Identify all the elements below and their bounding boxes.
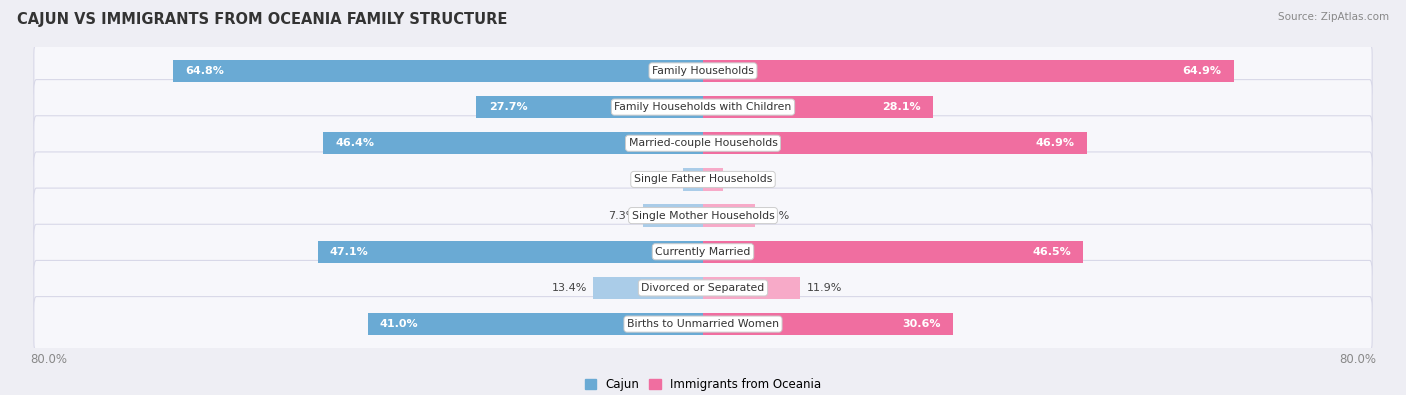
Bar [703,132,1087,154]
Bar [703,60,1234,82]
FancyBboxPatch shape [34,260,1372,316]
Bar [703,204,755,227]
Text: 46.4%: 46.4% [336,138,375,148]
Text: 7.3%: 7.3% [609,211,637,220]
Text: 6.3%: 6.3% [761,211,789,220]
Text: CAJUN VS IMMIGRANTS FROM OCEANIA FAMILY STRUCTURE: CAJUN VS IMMIGRANTS FROM OCEANIA FAMILY … [17,12,508,27]
FancyBboxPatch shape [34,224,1372,279]
Text: Births to Unmarried Women: Births to Unmarried Women [627,319,779,329]
Text: 64.9%: 64.9% [1182,66,1222,76]
Text: Family Households with Children: Family Households with Children [614,102,792,112]
FancyBboxPatch shape [34,188,1372,243]
Text: 64.8%: 64.8% [186,66,224,76]
Text: 13.4%: 13.4% [551,283,586,293]
FancyBboxPatch shape [34,152,1372,207]
Text: 30.6%: 30.6% [903,319,941,329]
Text: Single Father Households: Single Father Households [634,175,772,184]
FancyBboxPatch shape [34,43,1372,98]
Text: 41.0%: 41.0% [380,319,419,329]
Text: 46.5%: 46.5% [1032,247,1071,257]
Bar [593,277,703,299]
Legend: Cajun, Immigrants from Oceania: Cajun, Immigrants from Oceania [579,373,827,395]
FancyBboxPatch shape [34,79,1372,135]
Bar [318,241,703,263]
Text: 2.5%: 2.5% [730,175,758,184]
Text: Family Households: Family Households [652,66,754,76]
Bar [703,241,1084,263]
Text: Divorced or Separated: Divorced or Separated [641,283,765,293]
Text: Source: ZipAtlas.com: Source: ZipAtlas.com [1278,12,1389,22]
Text: 2.5%: 2.5% [648,175,676,184]
Text: 27.7%: 27.7% [489,102,527,112]
Bar [703,313,953,335]
Bar [323,132,703,154]
Text: 11.9%: 11.9% [807,283,842,293]
FancyBboxPatch shape [34,297,1372,352]
Text: Married-couple Households: Married-couple Households [628,138,778,148]
FancyBboxPatch shape [34,116,1372,171]
Text: 46.9%: 46.9% [1035,138,1074,148]
Bar [703,168,724,191]
Text: Single Mother Households: Single Mother Households [631,211,775,220]
Bar [644,204,703,227]
Text: 47.1%: 47.1% [330,247,368,257]
Bar [682,168,703,191]
Bar [173,60,703,82]
Text: Currently Married: Currently Married [655,247,751,257]
Bar [367,313,703,335]
Text: 28.1%: 28.1% [882,102,921,112]
Bar [703,96,932,118]
Bar [477,96,703,118]
Bar [703,277,800,299]
